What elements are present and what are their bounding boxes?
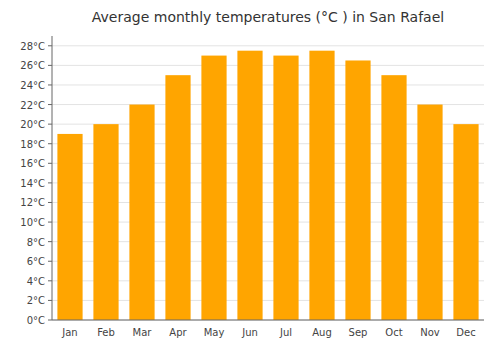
x-tick-label: Aug bbox=[312, 327, 332, 338]
y-tick bbox=[48, 320, 52, 321]
y-tick bbox=[48, 300, 52, 301]
y-tick bbox=[48, 202, 52, 203]
bar bbox=[237, 51, 262, 320]
y-tick-label: 22°C bbox=[20, 100, 45, 111]
grid-line bbox=[52, 65, 484, 66]
x-axis bbox=[52, 320, 484, 321]
x-tick-label: Feb bbox=[97, 327, 115, 338]
x-tick-label: Jun bbox=[241, 327, 258, 338]
grid-line bbox=[52, 45, 484, 46]
y-tick-label: 0°C bbox=[27, 315, 45, 326]
bar bbox=[165, 75, 190, 320]
bar bbox=[417, 105, 442, 320]
bar bbox=[57, 134, 82, 320]
y-tick-label: 14°C bbox=[20, 178, 45, 189]
grid-line bbox=[52, 320, 484, 321]
title: Average monthly temperatures (°C ) in Sa… bbox=[92, 9, 444, 25]
bars bbox=[57, 51, 478, 320]
y-tick-label: 20°C bbox=[20, 119, 45, 130]
y-tick bbox=[48, 241, 52, 242]
chart: Average monthly temperatures (°C ) in Sa… bbox=[0, 0, 500, 350]
y-tick-label: 12°C bbox=[20, 197, 45, 208]
grid bbox=[52, 46, 484, 320]
y-tick-label: 8°C bbox=[27, 237, 45, 248]
bar bbox=[129, 105, 154, 320]
y-tick bbox=[48, 182, 52, 183]
bar bbox=[345, 60, 370, 320]
y-tick-label: 26°C bbox=[20, 60, 45, 71]
chart-container: Average monthly temperatures (°C ) in Sa… bbox=[0, 0, 500, 350]
x-tick-label: May bbox=[204, 327, 225, 338]
x-tick-label: Dec bbox=[456, 327, 475, 338]
grid-line bbox=[52, 84, 484, 85]
y-tick-label: 16°C bbox=[20, 158, 45, 169]
y-tick bbox=[48, 261, 52, 262]
y-axis bbox=[52, 36, 53, 320]
y-tick-label: 2°C bbox=[27, 295, 45, 306]
x-tick-label: Apr bbox=[169, 327, 187, 338]
x-tick-label: Mar bbox=[133, 327, 153, 338]
x-tick-label: Jan bbox=[61, 327, 77, 338]
bar bbox=[453, 124, 478, 320]
x-tick-label: Nov bbox=[420, 327, 440, 338]
bar bbox=[273, 56, 298, 320]
y-tick bbox=[48, 280, 52, 281]
y-tick bbox=[48, 45, 52, 46]
bar bbox=[93, 124, 118, 320]
bar bbox=[309, 51, 334, 320]
y-tick-label: 28°C bbox=[20, 41, 45, 52]
y-tick bbox=[48, 222, 52, 223]
y-tick bbox=[48, 84, 52, 85]
y-tick-label: 4°C bbox=[27, 276, 45, 287]
y-tick bbox=[48, 143, 52, 144]
y-tick-label: 10°C bbox=[20, 217, 45, 228]
y-tick-label: 6°C bbox=[27, 256, 45, 267]
x-tick-label: Oct bbox=[385, 327, 402, 338]
y-tick bbox=[48, 163, 52, 164]
y-tick bbox=[48, 65, 52, 66]
bar bbox=[201, 56, 226, 320]
x-tick-label: Sep bbox=[349, 327, 368, 338]
y-tick-label: 24°C bbox=[20, 80, 45, 91]
y-tick-label: 18°C bbox=[20, 139, 45, 150]
y-tick bbox=[48, 104, 52, 105]
x-tick-label: Jul bbox=[279, 327, 292, 338]
y-tick bbox=[48, 124, 52, 125]
bar bbox=[381, 75, 406, 320]
